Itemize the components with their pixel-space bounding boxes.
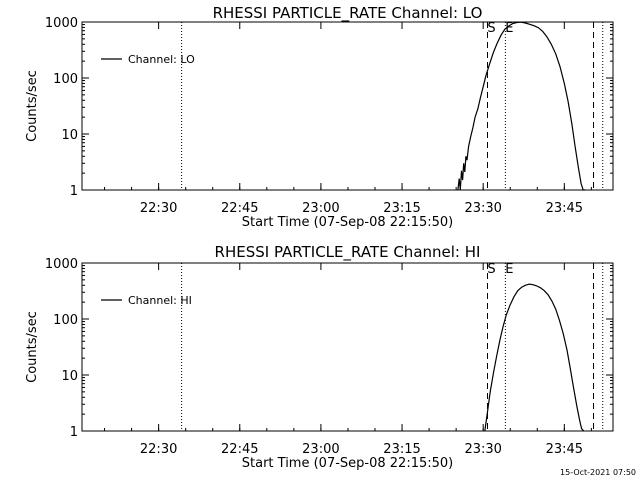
x-tick-label: 23:45 bbox=[546, 442, 583, 457]
y-tick-label: 10 bbox=[61, 369, 78, 384]
x-axis-label: Start Time (07-Sep-08 22:15:50) bbox=[242, 456, 453, 471]
y-axis-label: Counts/sec bbox=[25, 70, 40, 142]
y-tick-label: 100 bbox=[53, 313, 78, 328]
y-tick-label: 1000 bbox=[45, 16, 78, 31]
hi-channel-panel: RHESSI PARTICLE_RATE Channel: HI 22:30 22:… bbox=[25, 243, 614, 471]
x-tick-label: 23:45 bbox=[546, 201, 583, 216]
x-tick-label: 22:45 bbox=[221, 442, 258, 457]
y-axis-label: Counts/sec bbox=[25, 311, 40, 383]
lo-channel-panel: RHESSI PARTICLE_RATE Channel: LO 22:30 22:… bbox=[25, 4, 614, 230]
x-axis-label: Start Time (07-Sep-08 22:15:50) bbox=[242, 215, 453, 230]
x-tick-label: 22:45 bbox=[221, 201, 258, 216]
x-tick-label: 23:30 bbox=[464, 442, 501, 457]
legend-label: Channel: HI bbox=[128, 294, 192, 307]
x-tick-label: 22:30 bbox=[140, 201, 177, 216]
x-tick-label: 23:15 bbox=[383, 442, 420, 457]
marker-label-e: E bbox=[505, 21, 513, 36]
series-line bbox=[457, 21, 586, 191]
x-tick-label: 23:30 bbox=[464, 201, 501, 216]
chart-title: RHESSI PARTICLE_RATE Channel: LO bbox=[213, 4, 483, 23]
marker-label-s: S bbox=[487, 21, 495, 36]
y-tick-label: 100 bbox=[53, 72, 78, 87]
y-tick-label: 10 bbox=[61, 128, 78, 143]
x-tick-label: 23:15 bbox=[383, 201, 420, 216]
x-tick-label: 23:00 bbox=[302, 201, 339, 216]
chart-title: RHESSI PARTICLE_RATE Channel: HI bbox=[215, 243, 481, 262]
legend-label: Channel: LO bbox=[128, 53, 195, 66]
y-tick-label: 1 bbox=[70, 425, 78, 440]
series-line bbox=[484, 283, 585, 432]
x-tick-label: 23:00 bbox=[302, 442, 339, 457]
y-tick-label: 1 bbox=[70, 184, 78, 199]
generation-timestamp: 15-Oct-2021 07:50 bbox=[560, 468, 636, 477]
marker-label-s: S bbox=[487, 262, 495, 277]
x-tick-label: 22:30 bbox=[140, 442, 177, 457]
y-tick-label: 1000 bbox=[45, 257, 78, 272]
marker-label-e: E bbox=[505, 262, 513, 277]
